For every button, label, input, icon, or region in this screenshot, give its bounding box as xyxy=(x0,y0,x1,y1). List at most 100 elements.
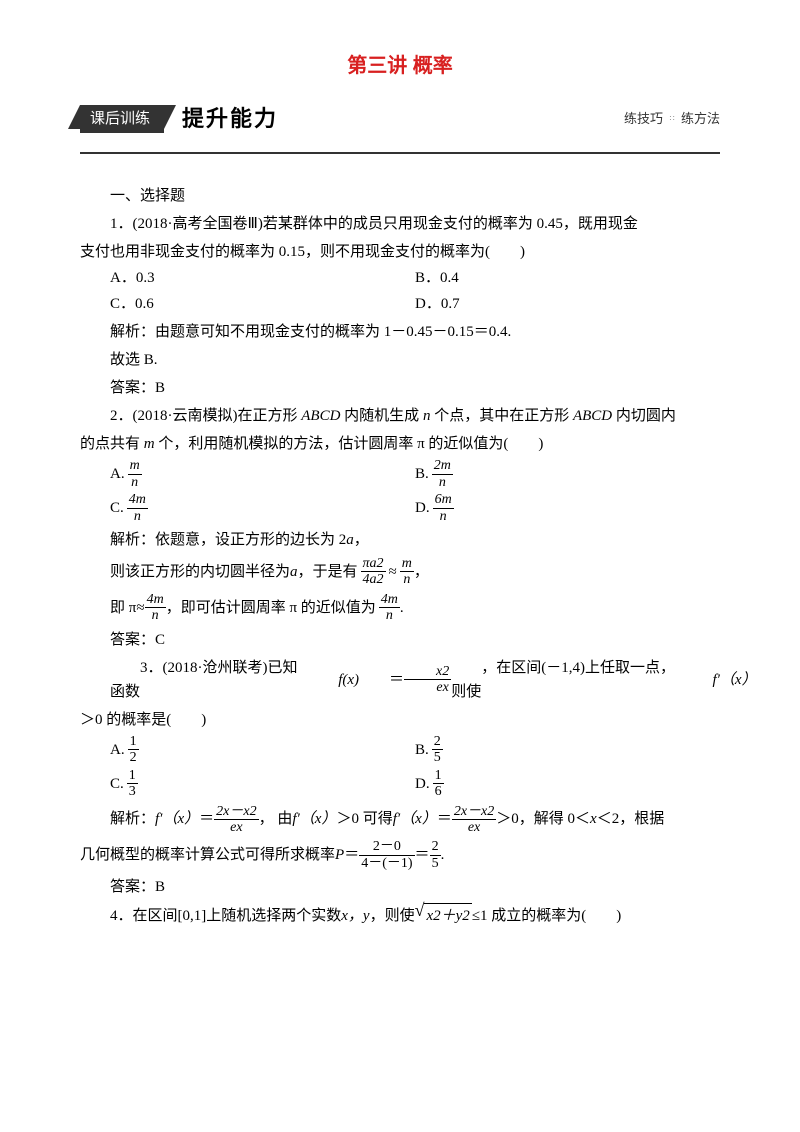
q2-expl1b: ， xyxy=(354,532,369,548)
q3-choices-row2: C. 13 D. 16 xyxy=(110,768,720,800)
q3-fpx-2: f′（x） xyxy=(155,807,199,831)
banner-underline xyxy=(80,152,720,154)
q3-eq: ＝ xyxy=(359,668,404,692)
q3-text-b: ，在区间(－1,4)上任取一点，则使 xyxy=(451,656,682,704)
q2-expl1-text: 解析：依题意，设正方形的边长为 2 xyxy=(110,532,346,548)
q3-fpx-4: f′（x） xyxy=(393,807,437,831)
q2-stem-line1: 2．(2018·云南模拟)在正方形 ABCD 内随机生成 n 个点，其中在正方形… xyxy=(80,404,720,428)
q2-choice-A: A. mn xyxy=(110,458,415,490)
q3-P-frac: 2－0 4－(－1) xyxy=(359,839,414,871)
q1-choice-C: C．0.6 xyxy=(110,292,415,316)
q4-stem: 4．在区间[0,1]上随机选择两个实数 x，y ，则使 √ x2＋y2 ≤1 成… xyxy=(80,903,720,928)
q3-D-label: D. xyxy=(415,772,430,796)
q2-A-frac: mn xyxy=(128,458,142,490)
q2-choices-row1: A. mn B. 2mn xyxy=(110,458,720,490)
q3-expl-b: 几何概型的概率计算公式可得所求概率 xyxy=(80,843,335,867)
right-label-a: 练技巧 xyxy=(624,109,663,130)
q2-A-label: A. xyxy=(110,462,125,486)
q3-mid2: ＞0 可得 xyxy=(336,807,392,831)
q2-expl-line2: 则该正方形的内切圆半径为 a，于是有 πa24a2 ≈ mn ， xyxy=(80,556,720,588)
q3-P-denom: 4－(－1) xyxy=(359,856,414,871)
q3-choices-row1: A. 12 B. 25 xyxy=(110,734,720,766)
q3-fx: f(x) xyxy=(308,668,359,692)
q1-explanation: 解析：由题意可知不用现金支付的概率为 1－0.45－0.15＝0.4. xyxy=(80,320,720,344)
q2-lhs-frac: πa24a2 xyxy=(361,556,386,588)
q3-expl-line2: 几何概型的概率计算公式可得所求概率 P ＝ 2－0 4－(－1) ＝ 25 . xyxy=(80,839,720,871)
q2-choices-row2: C. 4mn D. 6mn xyxy=(110,492,720,524)
q3-expl-label: 解析： xyxy=(110,807,155,831)
q2-B-label: B. xyxy=(415,462,429,486)
q4-text-a: 4．在区间[0,1]上随机选择两个实数 xyxy=(110,904,341,928)
q3-mid4: ＜2，根据 xyxy=(597,807,665,831)
q2-D-frac: 6mn xyxy=(433,492,454,524)
q3-D-frac: 16 xyxy=(433,768,444,800)
q3-choice-C: C. 13 xyxy=(110,768,415,800)
q3-P: P xyxy=(335,843,344,867)
q2-rhs-frac: mn xyxy=(400,556,414,588)
period-2: . xyxy=(441,843,445,867)
approx-sign-1: ≈ xyxy=(389,560,397,584)
q2-expl-line1: 解析：依题意，设正方形的边长为 2a， xyxy=(80,528,720,552)
q2-abcd-1: ABCD xyxy=(301,408,340,424)
comma: ， xyxy=(414,560,429,584)
section-heading: 一、选择题 xyxy=(80,184,720,208)
q1-choices-row2: C．0.6 D．0.7 xyxy=(110,292,720,316)
banner-left-label: 课后训练 xyxy=(80,105,164,133)
q2-text-d: 内切圆内 xyxy=(612,408,676,424)
q3-eq-3: ＝ xyxy=(437,807,452,831)
q2-pi-frac1: 4mn xyxy=(145,592,166,624)
q3-text-a: 3．(2018·沧州联考)已知函数 xyxy=(110,656,308,704)
q1-answer: 答案：B xyxy=(80,376,720,400)
q3-C-label: C. xyxy=(110,772,124,796)
q3-expl-line1: 解析： f′（x） ＝ 2x－x2ex ， 由 f′（x） ＞0 可得 f′（x… xyxy=(80,804,720,836)
radical-icon: √ xyxy=(415,903,425,917)
q2-expl2a: 则该正方形的内切圆半径为 xyxy=(110,560,290,584)
q2-C-frac: 4mn xyxy=(127,492,148,524)
q3-deriv-frac1: 2x－x2ex xyxy=(214,804,258,836)
q2-B-frac: 2mn xyxy=(432,458,453,490)
q2-stem-line2: 的点共有 m 个，利用随机模拟的方法，估计圆周率 π 的近似值为( ) xyxy=(80,432,720,456)
q1-choice-D: D．0.7 xyxy=(415,292,720,316)
q2-expl2b: ，于是有 xyxy=(298,560,358,584)
q4-sqrt-content: x2＋y2 xyxy=(424,903,471,928)
q3-eq-4: ＝ xyxy=(344,843,359,867)
q2-text-a: 2．(2018·云南模拟)在正方形 xyxy=(110,408,301,424)
q3-fx-frac: x2ex xyxy=(404,664,451,696)
q3-choice-B: B. 25 xyxy=(415,734,720,766)
q3-A-label: A. xyxy=(110,738,125,762)
q4-xy: x，y xyxy=(341,904,369,928)
q3-mid1: ， 由 xyxy=(259,807,293,831)
lesson-title: 第三讲 概率 xyxy=(80,50,720,82)
q2-choice-C: C. 4mn xyxy=(110,492,415,524)
q3-eq-5: ＝ xyxy=(415,843,430,867)
q1-choices-row1: A．0.3 B．0.4 xyxy=(110,266,720,290)
document-page: 第三讲 概率 课后训练 提升能力 练技巧 ∷ 练方法 一、选择题 1．(2018… xyxy=(0,0,800,1132)
sqrt-expression: √ x2＋y2 xyxy=(415,903,472,928)
q1-stem-line1: 1．(2018·高考全国卷Ⅲ)若某群体中的成员只用现金支付的概率为 0.45，既… xyxy=(80,212,720,236)
q2-text-e: 的点共有 xyxy=(80,436,144,452)
q1-choice-B: B．0.4 xyxy=(415,266,720,290)
q3-fpx-3: f′（x） xyxy=(292,807,336,831)
q3-eq-2: ＝ xyxy=(199,807,214,831)
q2-pi-frac2: 4mn xyxy=(379,592,400,624)
q3-result-frac: 25 xyxy=(430,839,441,871)
q3-stem: 3．(2018·沧州联考)已知函数 f(x) ＝ x2ex ，在区间(－1,4)… xyxy=(80,656,720,704)
right-label-b: 练方法 xyxy=(681,109,720,130)
banner-main-label: 提升能力 xyxy=(182,101,278,136)
section-banner: 课后训练 提升能力 练技巧 ∷ 练方法 xyxy=(80,104,720,134)
q2-text-b: 内随机生成 xyxy=(340,408,423,424)
q4-text-c: ≤1 成立的概率为( ) xyxy=(472,904,621,928)
q3-A-frac: 12 xyxy=(128,734,139,766)
dots-icon: ∷ xyxy=(663,115,681,123)
q3-stem-line2: ＞0 的概率是( ) xyxy=(80,708,720,732)
q2-C-label: C. xyxy=(110,496,124,520)
q2-a-2: a xyxy=(290,560,298,584)
q1-therefore: 故选 B. xyxy=(80,348,720,372)
q3-C-frac: 13 xyxy=(127,768,138,800)
q3-deriv-frac2: 2x－x2ex xyxy=(452,804,496,836)
q3-choice-A: A. 12 xyxy=(110,734,415,766)
banner-right-label: 练技巧 ∷ 练方法 xyxy=(624,109,720,130)
q1-stem-line2: 支付也用非现金支付的概率为 0.15，则不用现金支付的概率为( ) xyxy=(80,240,720,264)
q3-B-frac: 25 xyxy=(432,734,443,766)
q2-answer: 答案：C xyxy=(80,628,720,652)
